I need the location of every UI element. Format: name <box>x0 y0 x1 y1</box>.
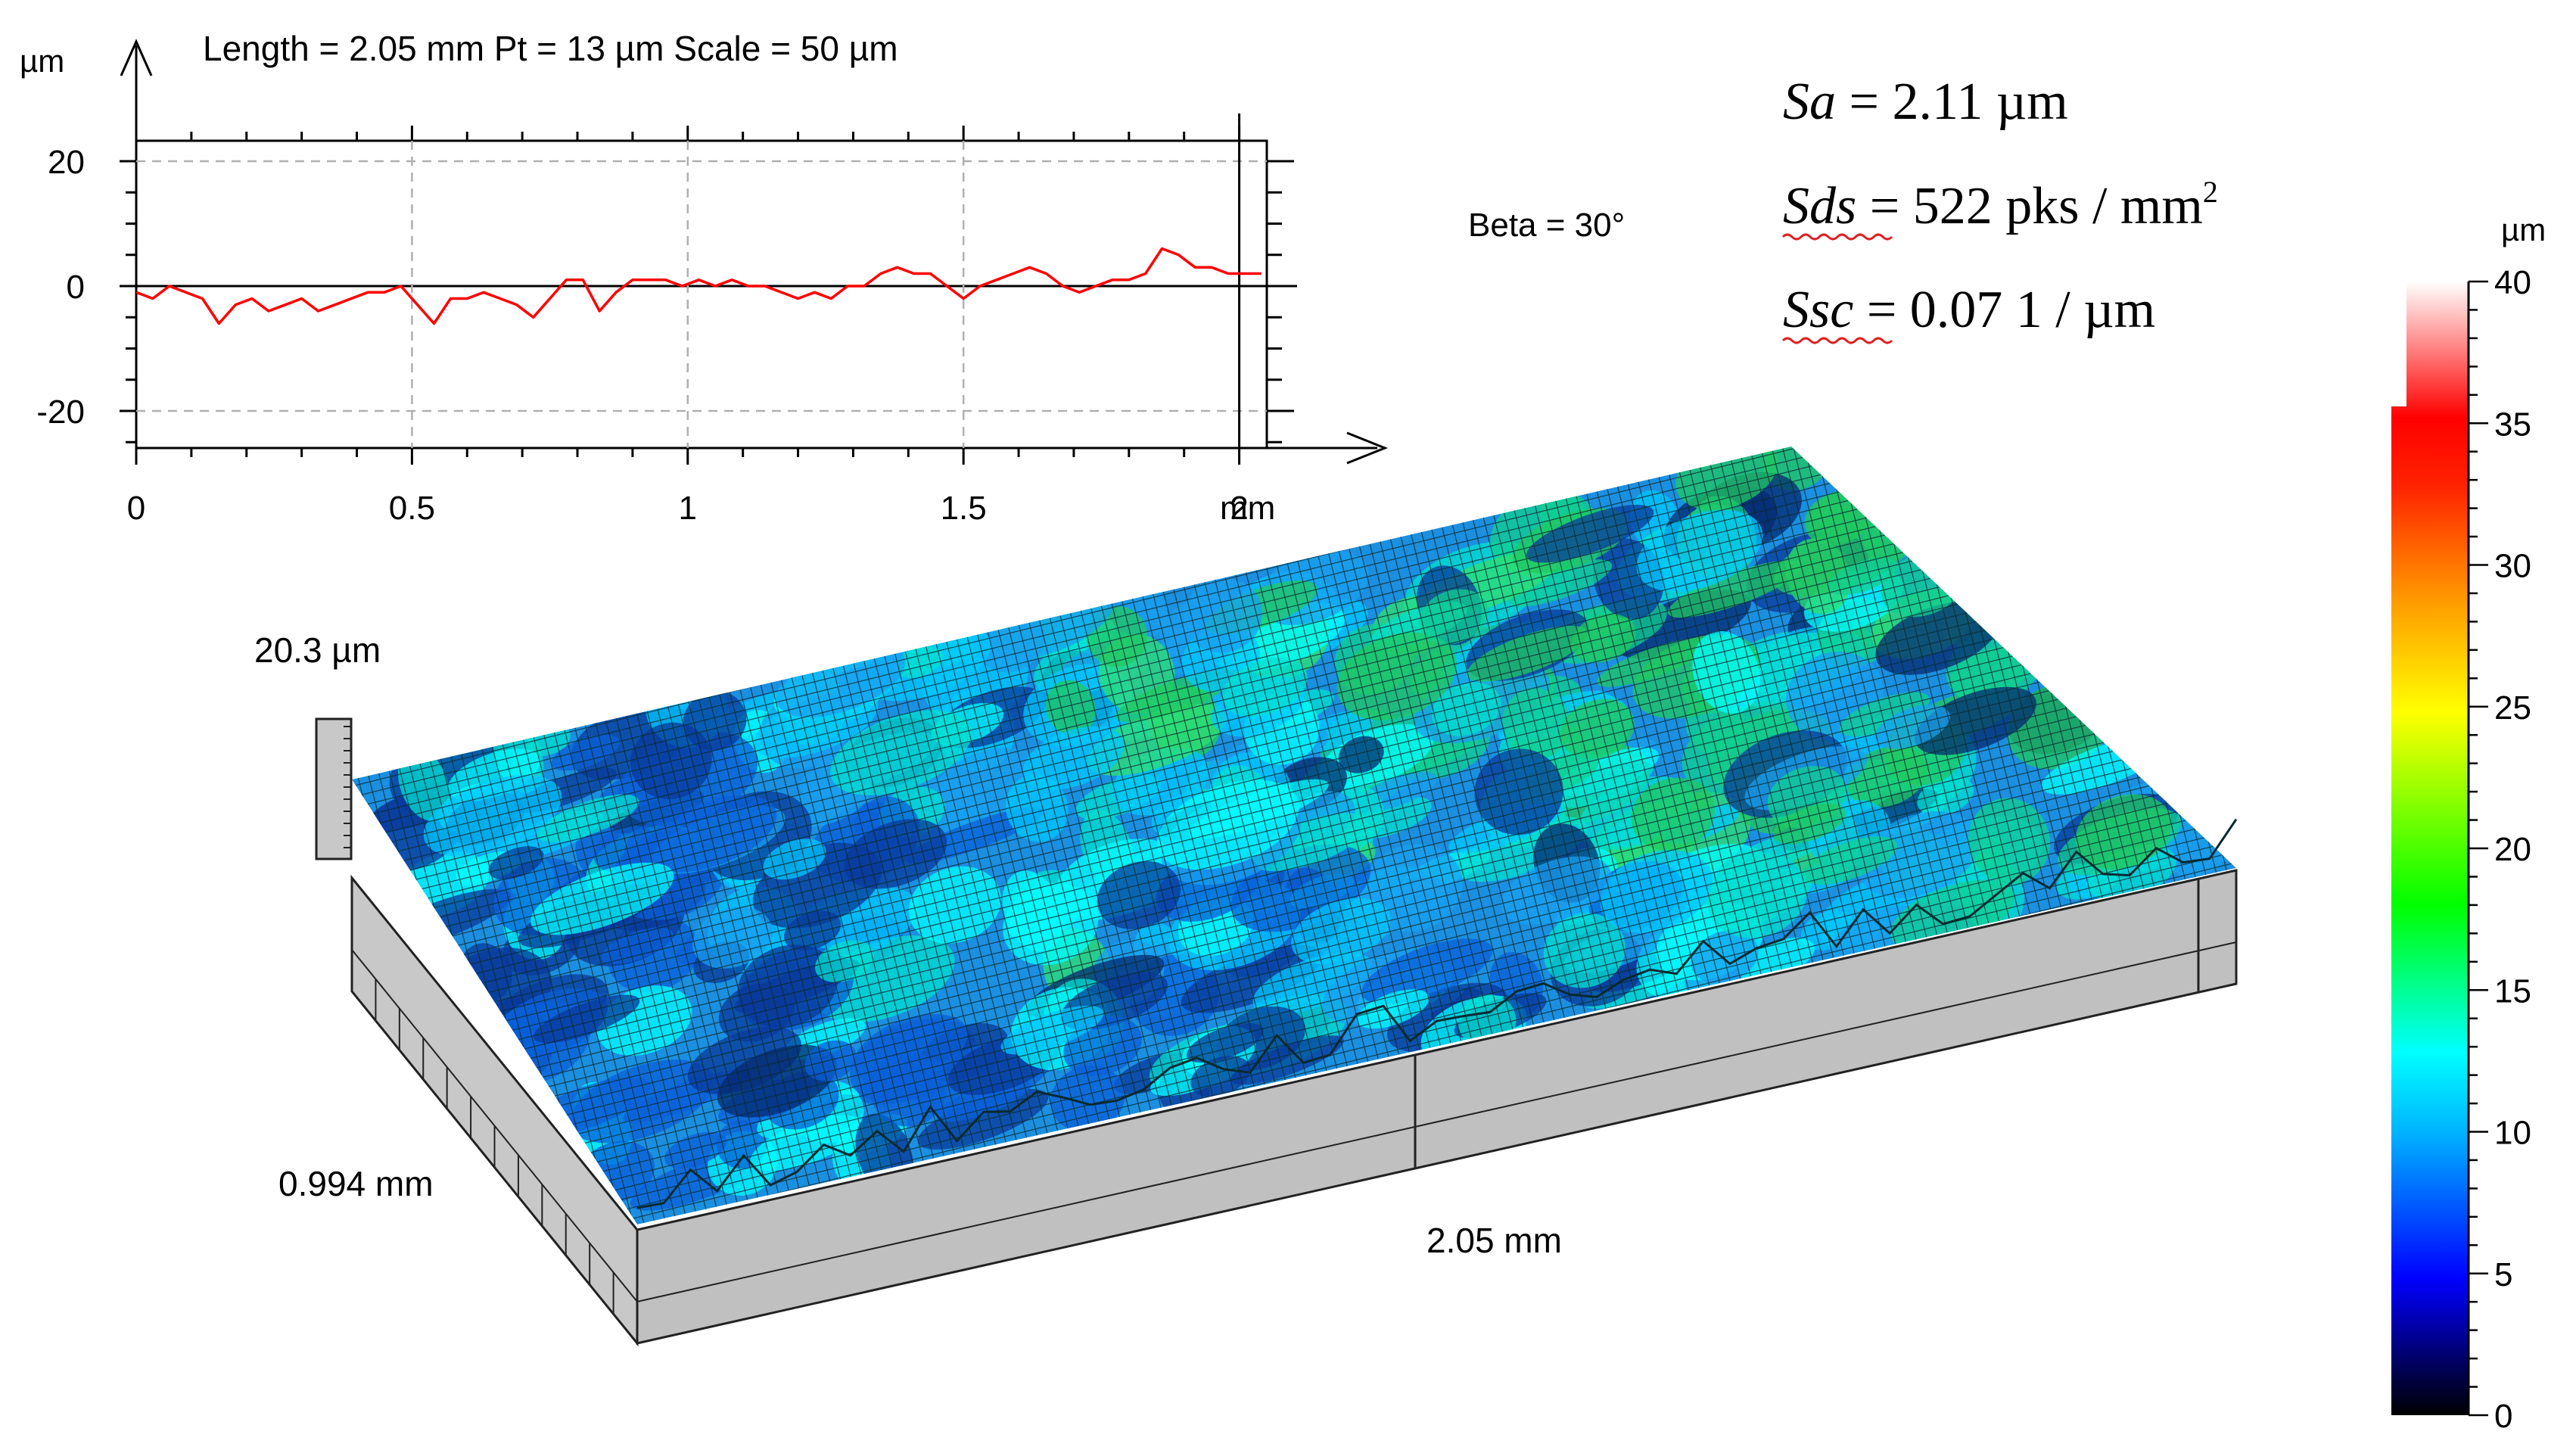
colorbar-tick-label: 5 <box>2494 1256 2512 1293</box>
surface-3d: 20.3 µm 0.994 mm 2.05 mm <box>254 447 2238 1347</box>
profile-x-tick-label: 0 <box>127 490 145 527</box>
profile-x-tick-label: 0.5 <box>389 490 435 527</box>
colorbar-tick-label: 10 <box>2494 1115 2531 1152</box>
param-sa: Sa = 2.11 µm <box>1783 73 2068 131</box>
profile-y-arrow <box>120 39 153 76</box>
z-height-label: 20.3 µm <box>254 630 381 670</box>
width-label: 0.994 mm <box>278 1164 434 1203</box>
surface-front-base-line <box>636 941 2237 1302</box>
z-scale-ticks <box>344 726 351 848</box>
length-label: 2.05 mm <box>1426 1221 1562 1260</box>
colorbar-unit: µm <box>2501 212 2546 247</box>
profile-y-unit: µm <box>20 43 64 79</box>
z-scale-block <box>315 717 353 860</box>
colorbar: µm 40 35 30 25 20 15 10 5 0 <box>2391 212 2546 1435</box>
surface-top <box>352 447 2236 1224</box>
param-ssc: Ssc = 0.07 1 / µm <box>1783 281 2155 339</box>
surface-front-edge <box>636 818 2238 1209</box>
spell-underline-sds <box>1781 233 1893 241</box>
colorbar-notch <box>2391 282 2406 406</box>
profile-header: Length = 2.05 mm Pt = 13 µm Scale = 50 µ… <box>203 29 898 68</box>
profile-ticks <box>120 126 1294 465</box>
colorbar-tick-label: 30 <box>2494 548 2531 585</box>
param-sds-sup: 2 <box>2203 175 2218 209</box>
param-ssc-symbol: Ssc <box>1783 281 1853 339</box>
beta-label: Beta = 30° <box>1468 207 1625 244</box>
param-ssc-value: = 0.07 1 / µm <box>1853 281 2155 339</box>
param-sds-value: = 522 pks / mm <box>1856 177 2203 235</box>
profile-x-unit: mm <box>1220 490 1275 527</box>
surface-front-face <box>636 869 2238 1345</box>
profile-x-tick-label: 1.5 <box>941 490 987 527</box>
colorbar-tick-label: 15 <box>2494 972 2531 1010</box>
profile-y-tick-label: -20 <box>36 394 85 431</box>
profile-plot-frame <box>135 139 1268 450</box>
colorbar-ticks <box>2469 280 2488 1417</box>
profile-tick-labels: 20 0 -20 0 0.5 1 1.5 2 <box>36 144 1248 527</box>
profile-x-tick-label: 1 <box>679 490 697 527</box>
spell-underline-ssc <box>1781 337 1893 344</box>
param-sds: Sds = 522 pks / mm2 <box>1783 175 2218 235</box>
profile-x-arrow <box>1346 431 1389 465</box>
colorbar-tick-label: 25 <box>2494 689 2531 727</box>
param-sds-symbol: Sds <box>1783 177 1856 235</box>
profile-y-tick-label: 20 <box>48 144 85 181</box>
colorbar-tick-labels: 40 35 30 25 20 15 10 5 0 <box>2494 264 2531 1435</box>
profile-x-tick-label: 2 <box>1230 490 1248 527</box>
param-sa-symbol: Sa <box>1783 73 1836 131</box>
colorbar-gradient <box>2391 282 2469 1415</box>
profile-series <box>136 247 1262 325</box>
colorbar-tick-label: 20 <box>2494 831 2531 868</box>
profile-y-tick-label: 0 <box>67 269 85 306</box>
surface-mesh <box>352 447 2236 1224</box>
colorbar-tick-label: 0 <box>2494 1398 2512 1435</box>
profile-chart: Length = 2.05 mm Pt = 13 µm Scale = 50 µ… <box>20 29 1389 527</box>
param-sa-value: = 2.11 µm <box>1836 73 2068 131</box>
surface-parameters: Sa = 2.11 µm Sds = 522 pks / mm2 Ssc = 0… <box>1781 73 2218 344</box>
surface-left-face-ticks <box>375 979 614 1315</box>
colorbar-tick-label: 40 <box>2494 264 2531 301</box>
colorbar-tick-label: 35 <box>2494 406 2531 443</box>
profile-line <box>136 247 1262 325</box>
